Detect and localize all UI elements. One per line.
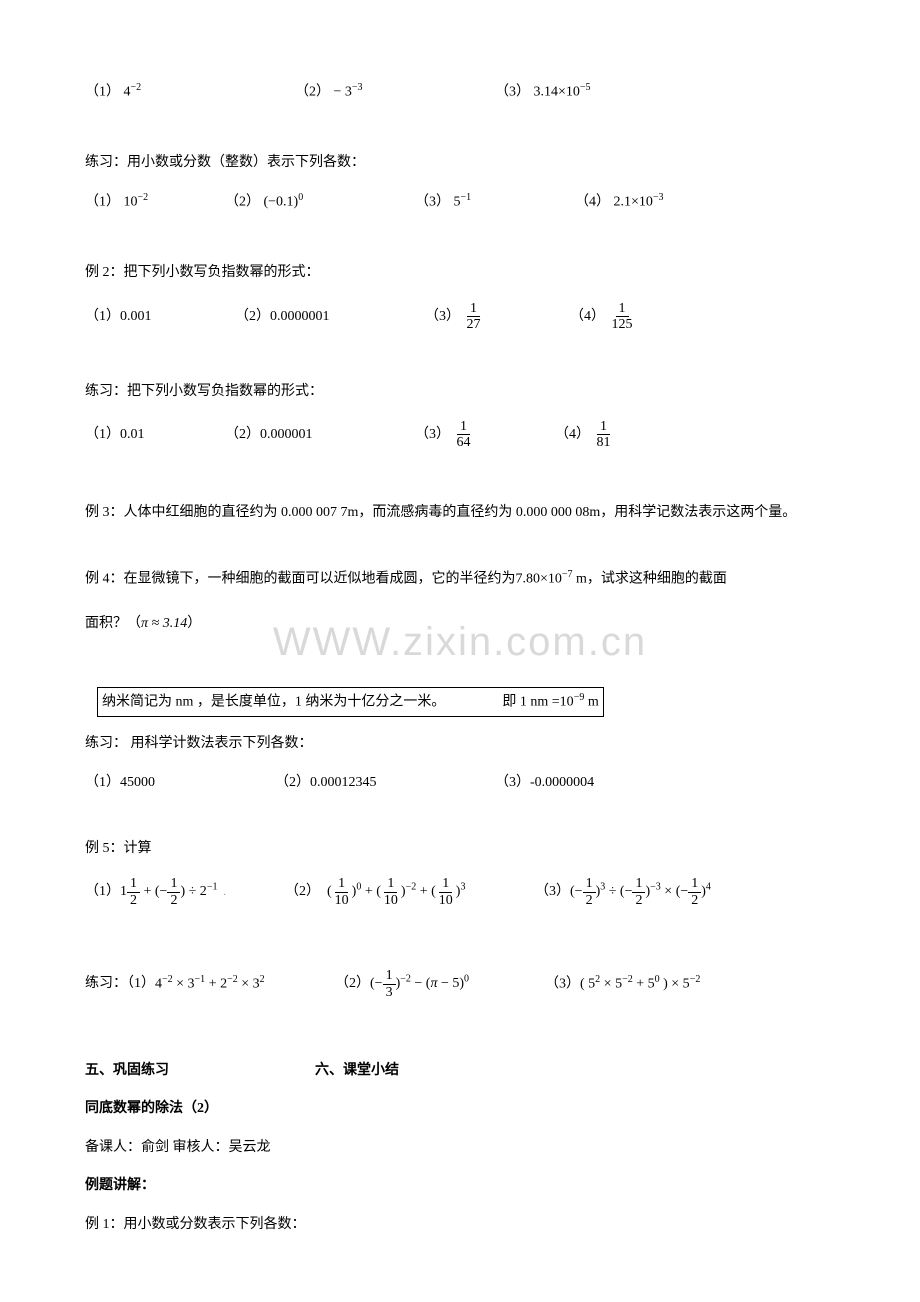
example-5-row: （1）112 + (−12) ÷ 2−1 . （2） (110)0 + (110…	[85, 876, 835, 908]
txt-a: 例 4：在显微镜下，一种细胞的截面可以近似地看成圆，它的半径约为	[85, 571, 516, 586]
val: (−0.1)	[264, 195, 299, 210]
label: （2）	[295, 85, 330, 100]
heading-10: 例 1：用小数或分数表示下列各数：	[85, 1214, 835, 1236]
item-b: （2）0.000001	[225, 424, 415, 446]
txt-d: 面积？（	[85, 613, 141, 635]
example-3-text: 例 3：人体中红细胞的直径约为 0.000 007 7m，而流感病毒的直径约为 …	[85, 499, 835, 527]
heading-9: 例题讲解：	[85, 1175, 835, 1197]
num: 1	[467, 301, 480, 317]
pi: π ≈ 3.14	[141, 613, 187, 635]
den: 125	[609, 317, 636, 332]
practice-row-2: （1）0.01 （2）0.000001 （3） 164 （4） 181	[85, 419, 835, 451]
txt-e: ）	[187, 613, 201, 635]
heading-7: 同底数幂的除法（2）	[85, 1098, 835, 1120]
heading-8: 备课人：俞剑 审核人：吴云龙	[85, 1137, 835, 1159]
exp: −5	[580, 82, 591, 93]
item-b: （2）0.00012345	[275, 772, 495, 794]
example-row-2: （1）0.001 （2）0.0000001 （3） 127 （4） 1125	[85, 301, 835, 333]
document-content: （1） 4−2 （2） − 3−3 （3） 3.14×10−5 练习：用小数或分…	[85, 80, 835, 1236]
val: 7.80×10	[516, 571, 562, 586]
item-a: （1）45000	[85, 772, 275, 794]
val: 4	[124, 85, 131, 100]
exp: −3	[352, 82, 363, 93]
val: 5	[454, 195, 461, 210]
exp: −7	[562, 569, 573, 580]
label: （3）	[495, 85, 530, 100]
heading-5: 五、巩固练习	[85, 1060, 315, 1082]
boxed-text-2: 即 1 nm =10	[502, 695, 573, 710]
boxed-exp: −9	[574, 692, 585, 703]
boxed-note: 纳米简记为 nm ，是长度单位，1 纳米为十亿分之一米。 即 1 nm =10−…	[85, 687, 835, 717]
item-b: （2）0.0000001	[235, 306, 425, 328]
example-label-2: 例 2：把下列小数写负指数幂的形式：	[85, 262, 835, 284]
example-5-label: 例 5：计算	[85, 838, 835, 860]
item-a: （1）0.001	[85, 306, 235, 328]
num: 1	[457, 419, 470, 435]
label: （3）	[415, 195, 450, 210]
practice-label-3: 练习： 用科学计数法表示下列各数：	[85, 733, 835, 755]
example-4-text: 例 4：在显微镜下，一种细胞的截面可以近似地看成圆，它的半径约为7.80×10−…	[85, 567, 835, 591]
practice-label-2: 练习：把下列小数写负指数幂的形式：	[85, 381, 835, 403]
label: （2）	[225, 195, 260, 210]
label: （3）	[425, 309, 460, 324]
exp: −1	[461, 192, 472, 203]
label: （1）	[85, 85, 120, 100]
exp: −2	[138, 192, 149, 203]
practice-row-3: （1）45000 （2）0.00012345 （3）-0.0000004	[85, 772, 835, 794]
boxed-text-1: 纳米简记为 nm ，是长度单位，1 纳米为十亿分之一米。	[102, 695, 445, 710]
label: （1）	[85, 195, 120, 210]
item-a: （1）0.01	[85, 424, 225, 446]
item-c: （3）-0.0000004	[495, 772, 594, 794]
label: （4）	[555, 427, 590, 442]
label: （4）	[575, 195, 610, 210]
exp: −3	[653, 192, 664, 203]
example-row-1: （1） 4−2 （2） − 3−3 （3） 3.14×10−5	[85, 80, 835, 104]
den: 81	[594, 435, 614, 450]
den: 64	[454, 435, 474, 450]
label: （3）	[415, 427, 450, 442]
num: 1	[597, 419, 610, 435]
boxed-text-3: m	[584, 695, 598, 710]
practice-row-1: （1） 10−2 （2） (−0.1)0 （3） 5−1 （4） 2.1×10−…	[85, 190, 835, 214]
txt-c: m，试求这种细胞的截面	[573, 571, 727, 586]
example-4-text-2: 面积？（π ≈ 3.14）	[85, 613, 835, 635]
val: 10	[124, 195, 138, 210]
heading-6: 六、课堂小结	[315, 1060, 399, 1082]
exp: −2	[131, 82, 142, 93]
val: − 3	[334, 85, 352, 100]
label: （4）	[570, 309, 605, 324]
exp: 0	[298, 192, 303, 203]
val: 2.1×10	[614, 195, 653, 210]
practice-prefix: 练习：（1）	[85, 973, 155, 995]
section-5-6: 五、巩固练习 六、课堂小结	[85, 1060, 835, 1082]
den: 27	[464, 317, 484, 332]
practice-label-1: 练习：用小数或分数（整数）表示下列各数：	[85, 152, 835, 174]
val: 3.14×10	[534, 85, 580, 100]
practice-row-4: 练习：（1） 4−2 × 3−1 + 2−2 × 32 （2）(−13)−2 −…	[85, 968, 835, 1000]
num: 1	[616, 301, 629, 317]
